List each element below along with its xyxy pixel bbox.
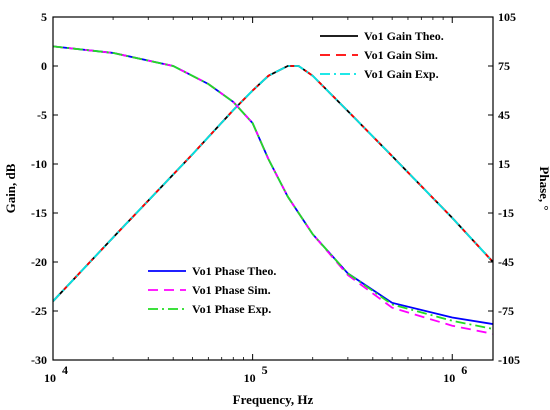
y-tick-label: 0 — [41, 59, 47, 73]
y2-tick-label: 75 — [498, 59, 510, 73]
legend-label-vo1-phase-sim: Vo1 Phase Sim. — [192, 283, 271, 297]
series-line-vo1-phase-theo — [53, 45, 493, 325]
y-tick-label: -15 — [31, 206, 47, 220]
legend-gain: Vo1 Gain Theo. Vo1 Gain Sim. Vo1 Gain Exp. — [320, 29, 444, 81]
legend-phase: Vo1 Phase Theo. Vo1 Phase Sim. Vo1 Phase E… — [148, 264, 276, 316]
axis-ticks — [52, 16, 493, 361]
x-tick-label: 10 — [244, 371, 256, 385]
y2-tick-label: 15 — [498, 157, 510, 171]
series-line-vo1-phase-exp — [53, 45, 493, 330]
series-line-vo1-phase-sim — [53, 45, 493, 335]
y-tick-label: 5 — [41, 10, 47, 24]
y-tick-label: -30 — [31, 353, 47, 367]
y2-tick-label: -45 — [498, 255, 514, 269]
x-tick-label-exponent: 6 — [461, 363, 467, 377]
x-axis-label: Frequency, Hz — [233, 392, 314, 407]
y2-tick-label: -75 — [498, 304, 514, 318]
series-line-vo1-gain-exp — [53, 65, 493, 302]
legend-label-vo1-gain-theo: Vo1 Gain Theo. — [364, 29, 444, 43]
y2-tick-label: 105 — [498, 10, 516, 24]
y2-tick-label: -105 — [498, 353, 520, 367]
y2-tick-label: -15 — [498, 206, 514, 220]
plot-frame — [52, 16, 494, 361]
y-tick-label: -25 — [31, 304, 47, 318]
y-tick-label: -10 — [31, 157, 47, 171]
axis-tick-labels: 50-5-10-15-20-25-30105754515-15-45-75-10… — [31, 10, 520, 385]
x-tick-label-exponent: 5 — [262, 363, 268, 377]
y-tick-label: -5 — [37, 108, 47, 122]
legend-label-vo1-phase-exp: Vo1 Phase Exp. — [192, 302, 271, 316]
y-axis-label: Gain, dB — [3, 163, 18, 213]
legend-label-vo1-gain-exp: Vo1 Gain Exp. — [364, 67, 439, 81]
legend-label-vo1-phase-theo: Vo1 Phase Theo. — [192, 264, 276, 278]
y2-axis-label: Phase, ° — [537, 166, 550, 210]
legend-label-vo1-gain-sim: Vo1 Gain Sim. — [364, 48, 438, 62]
x-tick-label: 10 — [443, 371, 455, 385]
x-tick-label-exponent: 4 — [62, 363, 68, 377]
x-tick-label: 10 — [44, 371, 56, 385]
plot-lines — [53, 45, 493, 335]
y-tick-label: -20 — [31, 255, 47, 269]
y2-tick-label: 45 — [498, 108, 510, 122]
